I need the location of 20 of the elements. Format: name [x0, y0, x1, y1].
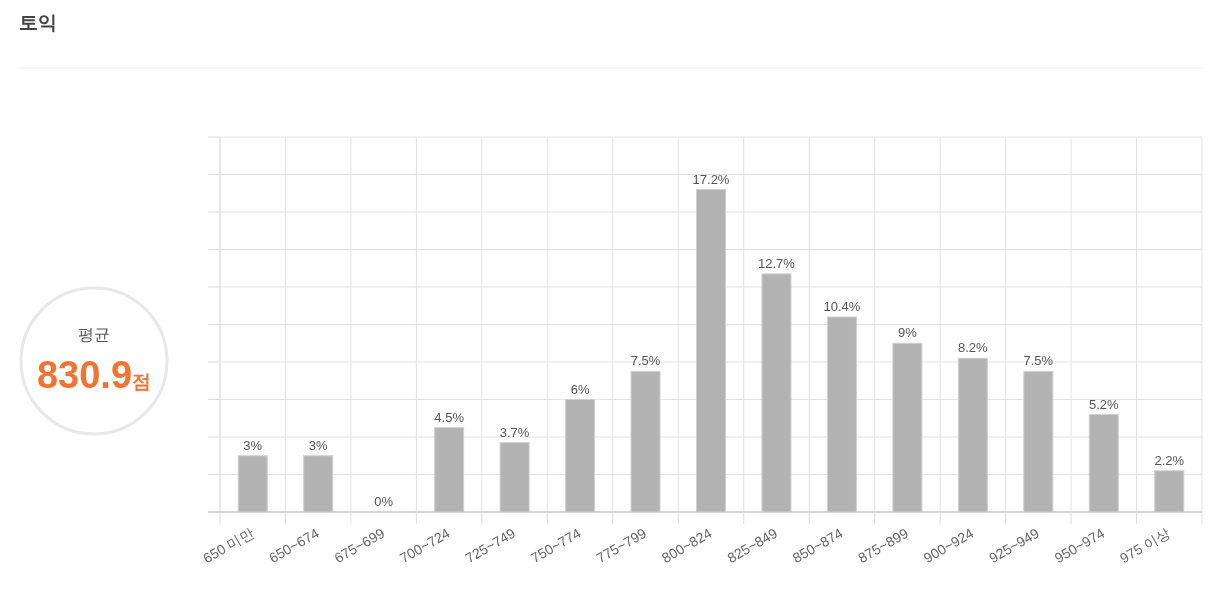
data-label: 7.5%	[630, 353, 661, 369]
data-label: 2.2%	[1154, 452, 1185, 468]
x-tick-label: 650 미만	[200, 524, 257, 567]
text: 평균	[78, 326, 110, 343]
data-label: 6%	[570, 381, 590, 397]
data-label: 8.2%	[958, 340, 989, 356]
data-label: 3.7%	[499, 424, 530, 440]
data-label: 3%	[243, 437, 263, 453]
data-label: 4.5%	[434, 409, 465, 425]
text: 토익	[19, 12, 57, 33]
data-label: 3%	[308, 437, 329, 453]
data-label: 0%	[374, 494, 394, 509]
x-tick-label: 975 이상	[1116, 524, 1173, 567]
data-label: 10.4%	[823, 299, 861, 314]
data-label: 7.5%	[1023, 353, 1054, 369]
text: 830.9점	[36, 354, 152, 396]
data-label: 9%	[898, 325, 918, 341]
data-label: 17.2%	[692, 171, 730, 187]
data-label: 5.2%	[1088, 396, 1120, 412]
data-label: 12.7%	[758, 255, 796, 271]
